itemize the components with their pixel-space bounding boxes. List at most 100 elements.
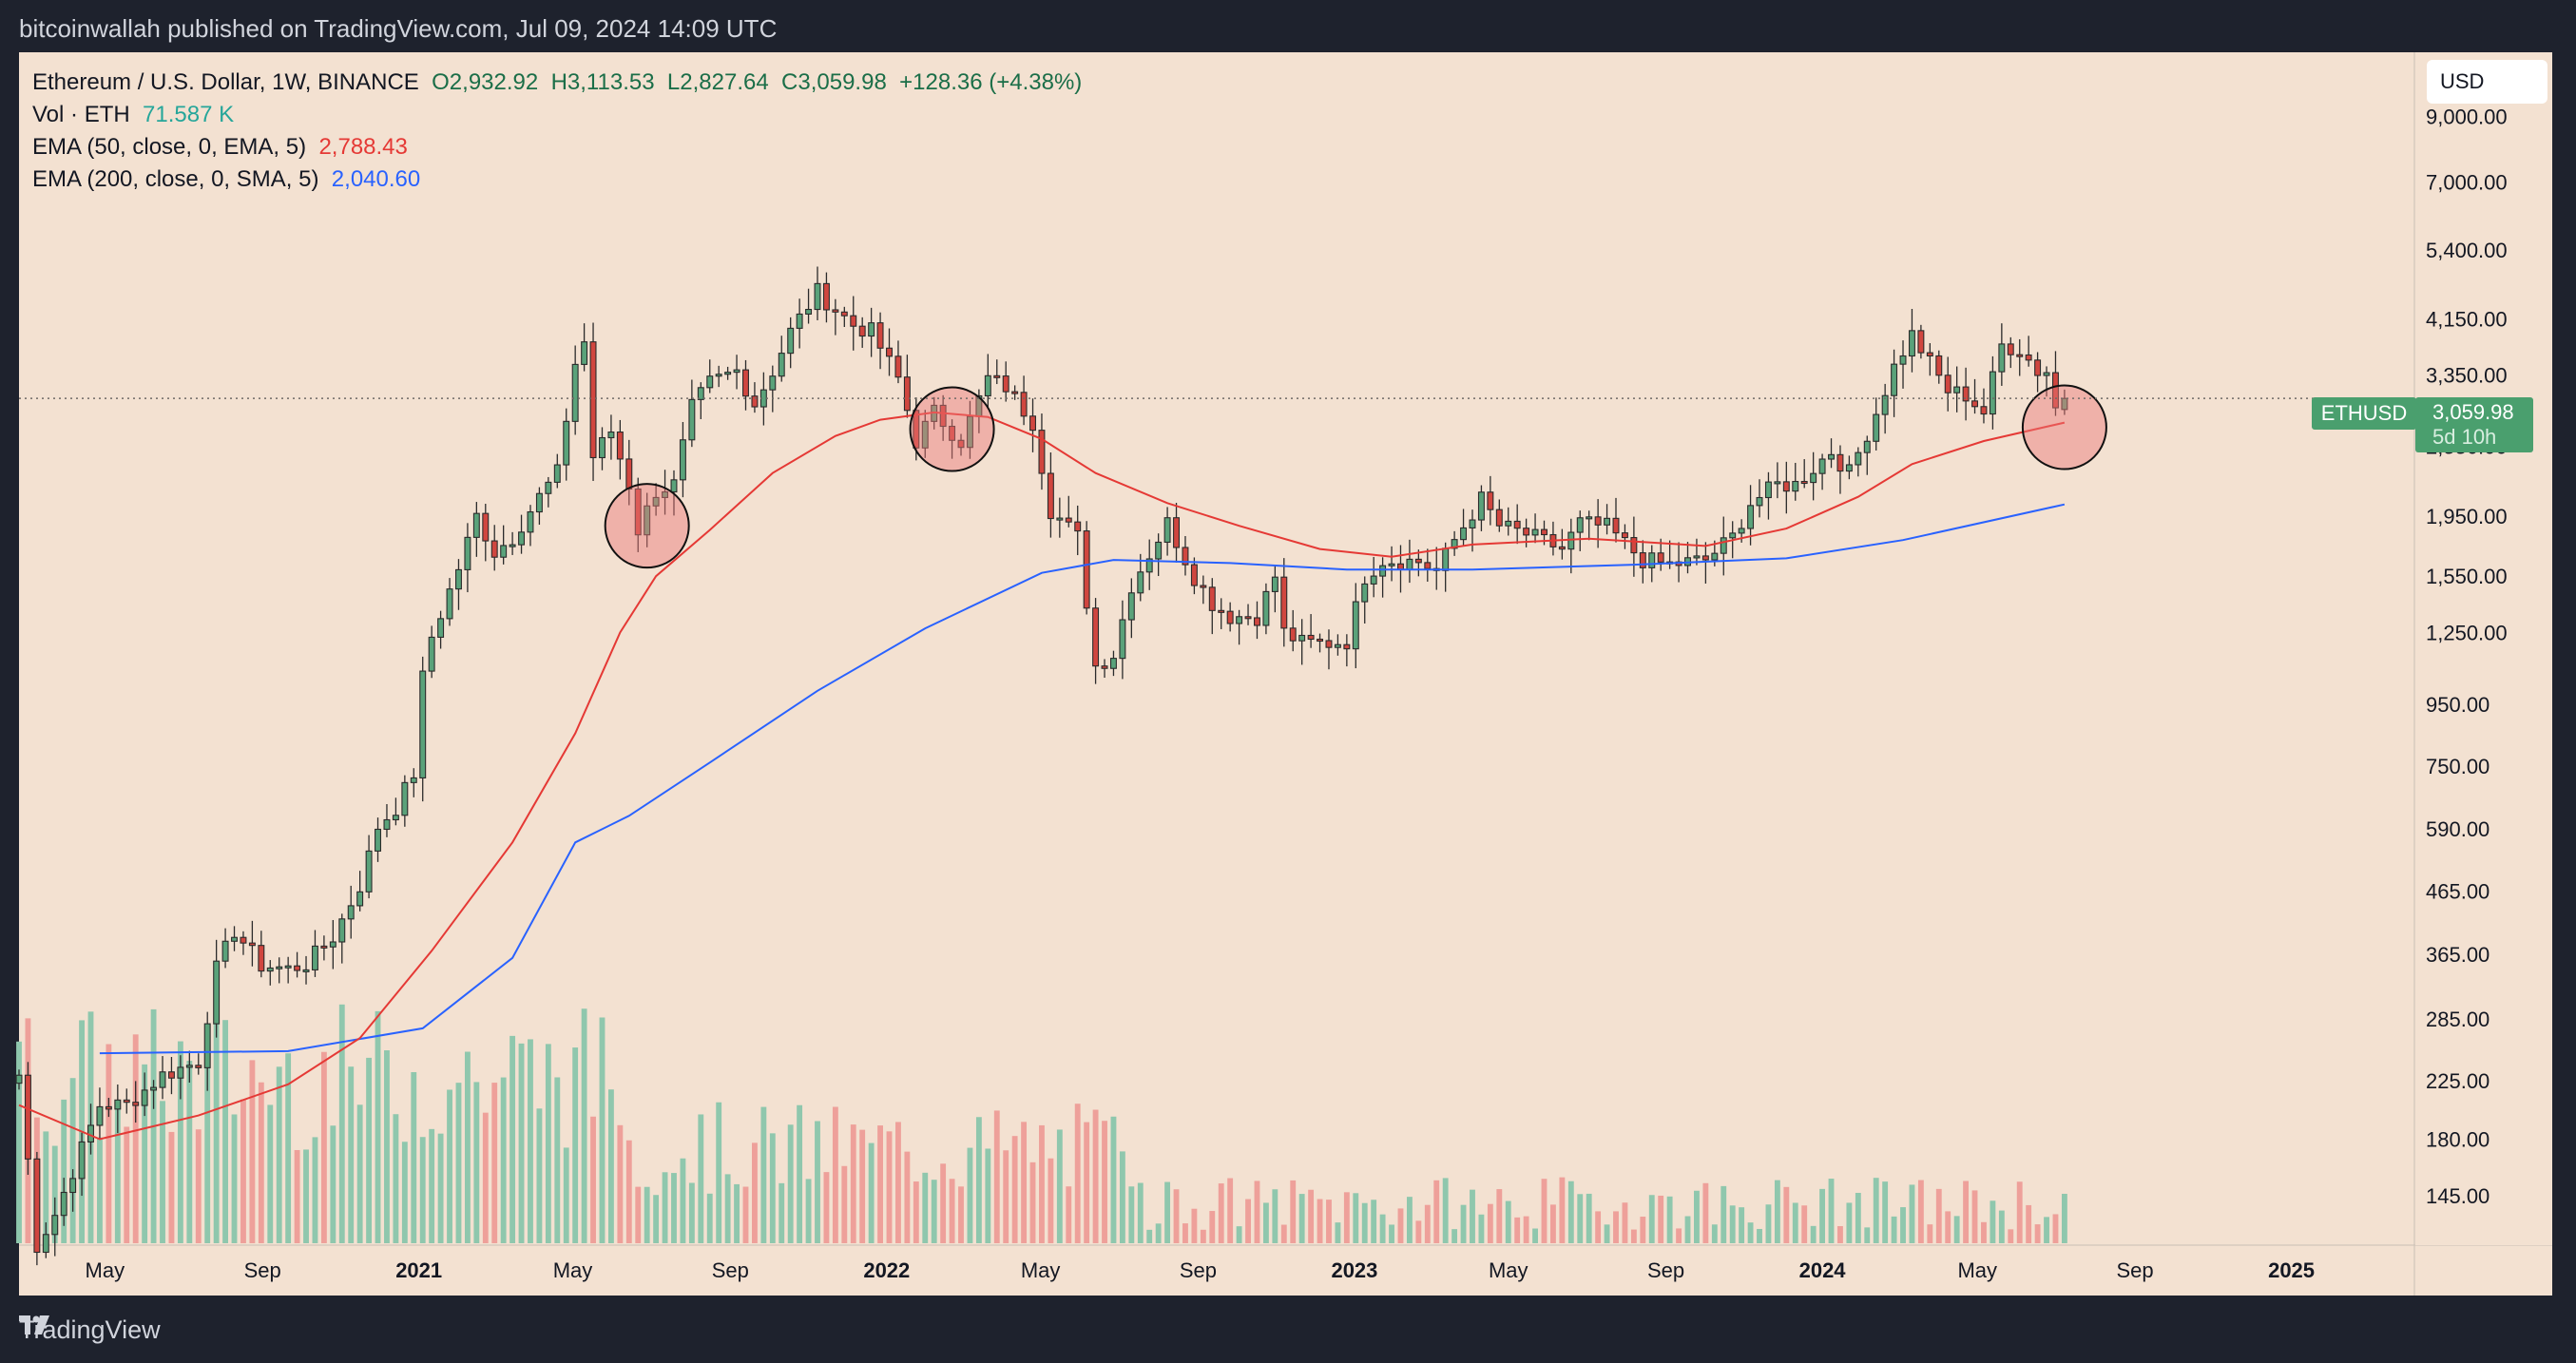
time-tick-label: May <box>86 1258 125 1282</box>
volume-bar-down <box>168 1131 175 1243</box>
volume-bar-up <box>1164 1181 1171 1243</box>
candle-up <box>203 1023 211 1068</box>
volume-bar-up <box>1819 1188 1826 1243</box>
candle-down <box>1074 521 1082 532</box>
volume-bar-down <box>635 1186 642 1243</box>
candle-up <box>1747 505 1755 529</box>
candle-up <box>984 374 991 397</box>
candle-up <box>1352 601 1359 650</box>
candle-up <box>535 492 543 513</box>
candle-up <box>1873 413 1880 442</box>
volume-bar-down <box>2016 1181 2023 1243</box>
candle-up <box>15 1074 23 1085</box>
candle-down <box>634 488 642 536</box>
price-tick-label: 7,000.00 <box>2426 171 2508 195</box>
candle-up <box>213 960 221 1025</box>
candle-down <box>248 942 256 947</box>
volume-bar-up <box>1442 1178 1449 1243</box>
candle-up <box>383 818 391 831</box>
candle-down <box>2016 354 2024 357</box>
candle-up <box>1262 590 1270 626</box>
volume-bar-up <box>473 1082 480 1243</box>
symbol-title[interactable]: Ethereum / U.S. Dollar, 1W, BINANCE <box>32 69 419 95</box>
ema50-label[interactable]: EMA (50, close, 0, EMA, 5) <box>32 134 307 160</box>
candle-down <box>589 341 597 459</box>
ema200-label[interactable]: EMA (200, close, 0, SMA, 5) <box>32 166 319 192</box>
volume-bar-up <box>779 1182 785 1243</box>
volume-bar-down <box>993 1110 1000 1243</box>
candle-down <box>840 311 848 317</box>
candle-up <box>375 828 382 852</box>
volume-bar-down <box>1622 1202 1628 1243</box>
candle-down <box>1208 586 1216 611</box>
candle-up <box>1271 576 1278 592</box>
candle-down <box>1083 530 1090 609</box>
volume-bar-up <box>356 1104 363 1243</box>
volume-bar-down <box>1092 1109 1099 1243</box>
volume-bar-up <box>1990 1200 1996 1243</box>
price-tick-label: 950.00 <box>2426 693 2489 717</box>
volume-bar-up <box>698 1114 704 1243</box>
volume-bar-up <box>1855 1193 1861 1243</box>
candle-up <box>1756 496 1763 507</box>
volume-bar-down <box>841 1165 848 1243</box>
volume-bar-up <box>1684 1216 1691 1243</box>
candle-up <box>1586 516 1593 520</box>
candle-up <box>177 1066 184 1079</box>
volume-bar-down <box>1011 1136 1018 1243</box>
candle-down <box>167 1071 175 1079</box>
price-tick-label: 145.00 <box>2426 1184 2489 1208</box>
volume-bar-up <box>545 1044 551 1243</box>
candle-up <box>365 850 373 893</box>
volume-bar-down <box>877 1125 883 1243</box>
volume-bar-up <box>1119 1151 1125 1243</box>
price-tick-label: 465.00 <box>2426 879 2489 903</box>
volume-bar-up <box>1729 1205 1736 1243</box>
candle-up <box>78 1141 86 1180</box>
tradingview-logo[interactable]: TradingView <box>19 1315 161 1345</box>
time-tick-label: 2022 <box>863 1258 910 1282</box>
candle-down <box>1917 330 1925 354</box>
volume-bar-up <box>1406 1197 1413 1243</box>
volume-bar-up <box>1909 1184 1915 1243</box>
volume-bar-up <box>447 1089 452 1243</box>
volume-bar-up <box>1128 1186 1135 1243</box>
volume-bar-down <box>1084 1122 1090 1243</box>
volume-bar-up <box>1810 1225 1817 1243</box>
candle-down <box>1414 558 1422 564</box>
candle-up <box>769 375 777 391</box>
volume-bar-up <box>1900 1207 1906 1243</box>
high-value: H3,113.53 <box>550 69 655 95</box>
candle-up <box>581 341 588 365</box>
candle-up <box>1505 520 1512 527</box>
candle-up <box>464 536 471 570</box>
candle-up <box>652 496 660 507</box>
volume-bar-up <box>231 1114 238 1243</box>
volume-bar-up <box>69 1078 76 1243</box>
volume-bar-up <box>931 1180 937 1243</box>
candle-up <box>1774 481 1781 485</box>
low-value: L2,827.64 <box>666 69 769 95</box>
candle-down <box>1971 400 1979 408</box>
candle-up <box>51 1215 59 1236</box>
volume-bar-down <box>823 1172 830 1243</box>
candle-down <box>2034 359 2042 376</box>
volume-bar-up <box>384 1050 390 1243</box>
candle-down <box>993 374 1001 378</box>
volume-bar-up <box>797 1104 803 1243</box>
chart-area[interactable] <box>19 52 2552 1296</box>
volume-bar-down <box>1963 1181 1970 1243</box>
volume-bar-up <box>500 1077 507 1243</box>
candle-down <box>1002 375 1009 393</box>
candle-up <box>266 967 274 972</box>
candle-down <box>1101 665 1108 669</box>
candle-down <box>1639 552 1646 568</box>
volume-bar-down <box>1630 1229 1637 1243</box>
volume-bar-down <box>1801 1205 1808 1243</box>
volume-bar-down <box>132 1034 139 1243</box>
candle-down <box>822 282 830 311</box>
volume-label[interactable]: Vol · ETH <box>32 102 130 127</box>
currency-button[interactable]: USD <box>2427 60 2547 104</box>
candle-down <box>1836 453 1844 472</box>
